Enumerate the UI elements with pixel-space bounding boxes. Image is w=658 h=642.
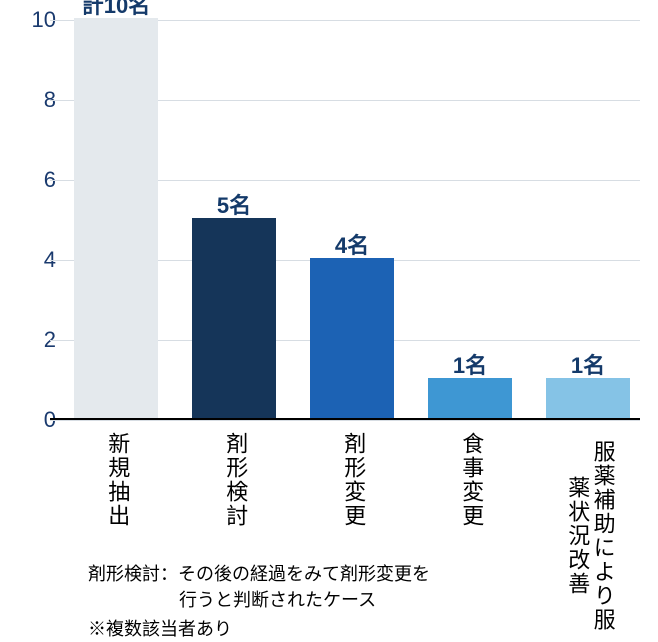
- x-cat-2: 剤形変更: [341, 432, 366, 528]
- gridline-0: [50, 420, 640, 421]
- bar-4-label: 1名: [546, 348, 630, 380]
- x-cat-0: 新規抽出: [105, 432, 130, 528]
- x-cat-1: 剤形検討: [223, 432, 248, 528]
- bar-chart: 0 2 4 6 8 10 計10名 5名 4名 1名 1名 新規抽出 剤形検討 …: [0, 0, 658, 640]
- bar-1: 5名: [192, 218, 276, 418]
- footnote-1: 剤形検討：その後の経過をみて剤形変更を: [88, 561, 430, 587]
- bar-4: 1名: [546, 378, 630, 418]
- footnote-2: 行うと判断されたケース: [179, 587, 376, 613]
- footnote-3: ※複数該当者あり: [88, 616, 232, 642]
- x-cat-4: 服薬補助により服薬状況改善: [565, 432, 616, 640]
- bar-2-label: 4名: [310, 228, 394, 260]
- bar-0: 計10名: [74, 18, 158, 418]
- bar-3-label: 1名: [428, 348, 512, 380]
- bar-2: 4名: [310, 258, 394, 418]
- bar-1-label: 5名: [192, 188, 276, 220]
- x-cat-3: 食事変更: [459, 432, 484, 528]
- bar-0-label: 計10名: [74, 0, 158, 20]
- plot-area: 計10名 5名 4名 1名 1名: [50, 20, 640, 420]
- bar-3: 1名: [428, 378, 512, 418]
